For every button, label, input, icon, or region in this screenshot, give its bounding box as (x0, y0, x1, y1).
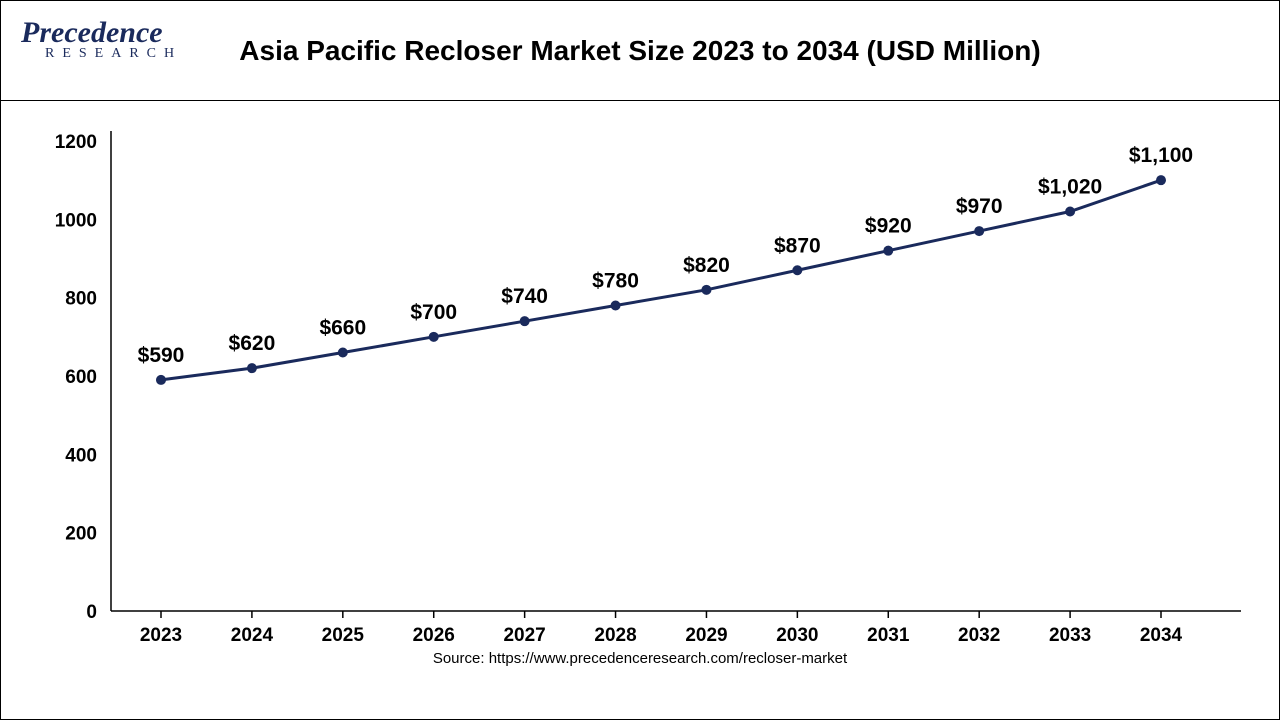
data-marker (1065, 207, 1075, 217)
data-label: $660 (319, 317, 366, 340)
data-marker (701, 285, 711, 295)
data-label: $1,100 (1129, 144, 1193, 167)
data-label: $870 (774, 234, 821, 257)
x-tick-label: 2027 (503, 625, 545, 646)
header-band: Precedence RESEARCH Asia Pacific Reclose… (1, 1, 1279, 101)
data-marker (792, 265, 802, 275)
data-marker (611, 301, 621, 311)
x-tick-label: 2031 (867, 625, 910, 646)
y-tick-label: 200 (65, 524, 97, 545)
data-label: $590 (138, 344, 185, 367)
y-tick-label: 0 (86, 602, 97, 623)
data-line (161, 180, 1161, 380)
source-text: Source: https://www.precedenceresearch.c… (1, 650, 1279, 667)
y-tick-label: 400 (65, 445, 97, 466)
data-label: $920 (865, 215, 912, 238)
x-tick-label: 2034 (1140, 625, 1183, 646)
x-tick-label: 2028 (594, 625, 636, 646)
data-label: $700 (410, 301, 457, 324)
x-tick-label: 2032 (958, 625, 1000, 646)
data-marker (883, 246, 893, 256)
x-tick-label: 2025 (322, 625, 365, 646)
brand-logo: Precedence RESEARCH (21, 19, 182, 61)
y-tick-label: 800 (65, 289, 97, 310)
data-marker (520, 316, 530, 326)
chart-title: Asia Pacific Recloser Market Size 2023 t… (1, 35, 1279, 67)
data-label: $740 (501, 285, 548, 308)
data-marker (1156, 175, 1166, 185)
data-marker (247, 363, 257, 373)
x-tick-label: 2026 (413, 625, 455, 646)
data-marker (156, 375, 166, 385)
y-tick-label: 1200 (55, 132, 97, 153)
x-tick-label: 2024 (231, 625, 274, 646)
y-tick-label: 600 (65, 367, 97, 388)
logo-sub: RESEARCH (45, 48, 182, 61)
x-tick-label: 2029 (685, 625, 727, 646)
x-tick-label: 2033 (1049, 625, 1091, 646)
data-label: $780 (592, 270, 639, 293)
x-tick-label: 2030 (776, 625, 818, 646)
data-label: $820 (683, 254, 730, 277)
outer-frame: Precedence RESEARCH Asia Pacific Reclose… (0, 0, 1280, 720)
data-label: $1,020 (1038, 176, 1102, 199)
logo-main: Precedence (21, 16, 163, 49)
data-marker (338, 348, 348, 358)
y-tick-label: 1000 (55, 210, 97, 231)
line-chart: 0 200 400 600 800 1000 1200 2023 2024 2025 2026 202… (1, 101, 1280, 661)
data-label: $970 (956, 195, 1003, 218)
data-label: $620 (229, 332, 276, 355)
data-marker (429, 332, 439, 342)
data-marker (974, 226, 984, 236)
x-tick-label: 2023 (140, 625, 182, 646)
chart-zone: 0 200 400 600 800 1000 1200 2023 2024 2025 2026 202… (1, 101, 1279, 681)
